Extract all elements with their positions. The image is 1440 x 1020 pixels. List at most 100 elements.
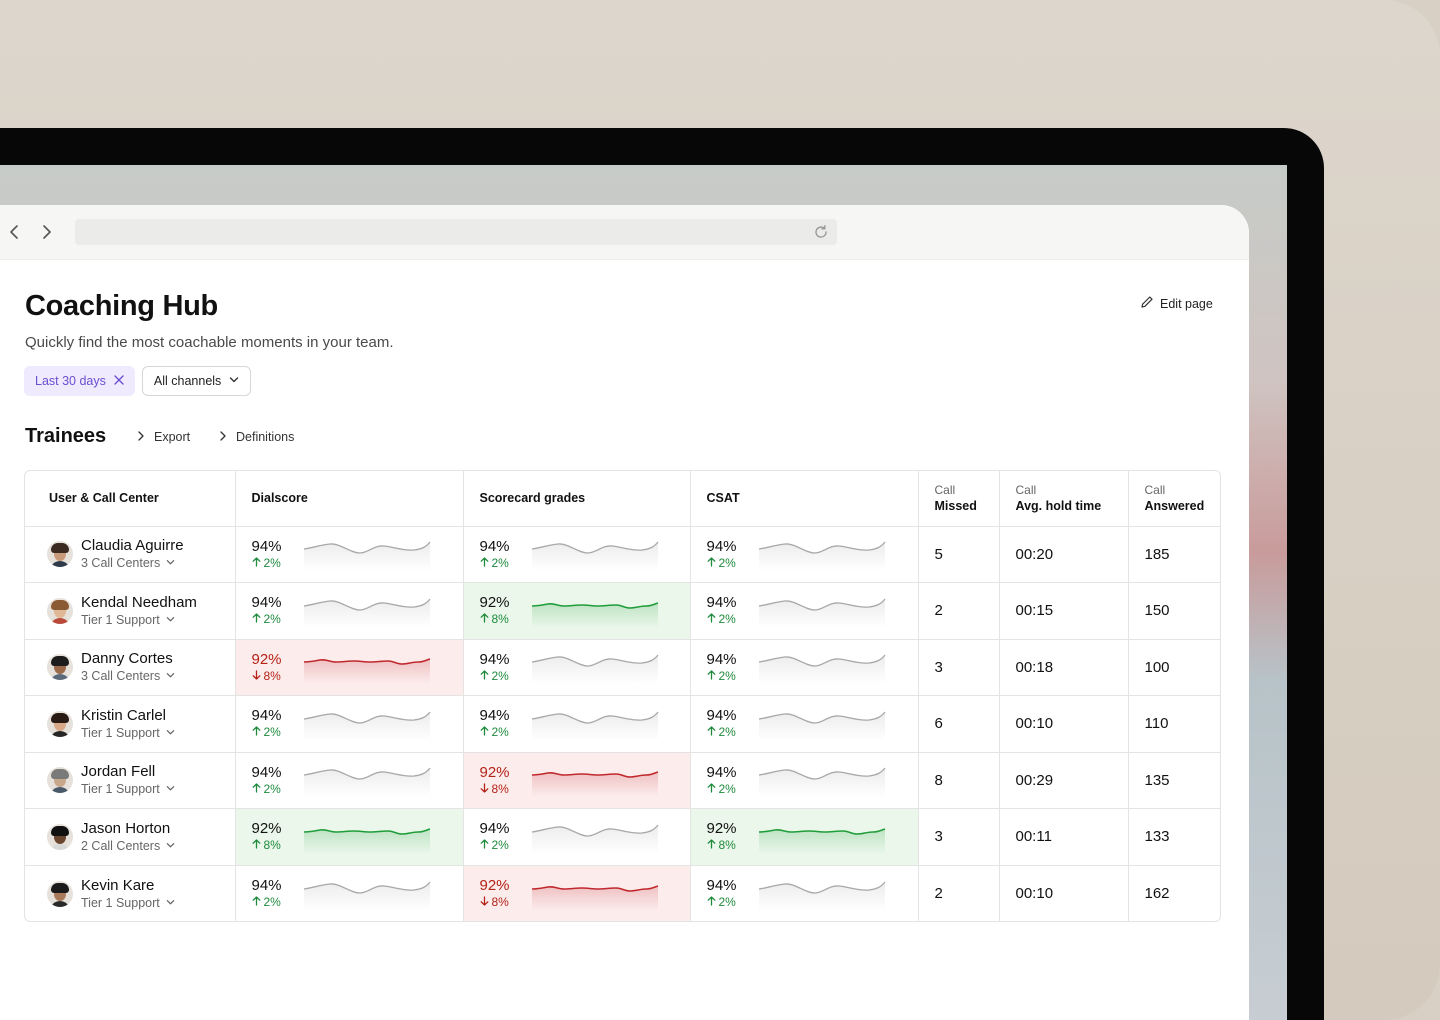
user-cell[interactable]: Jordan Fell Tier 1 Support (25, 752, 236, 809)
score-cell[interactable]: 92% 8% (463, 752, 691, 809)
user-name[interactable]: Danny Cortes (81, 650, 173, 668)
user-name[interactable]: Kendal Needham (81, 593, 197, 611)
chevron-right-icon[interactable] (38, 223, 56, 241)
score-cell[interactable]: 94% 2% (463, 808, 691, 866)
user-team-dropdown[interactable]: Tier 1 Support (81, 612, 197, 628)
column-header-scorecard[interactable]: Scorecard grades (463, 471, 691, 527)
user-cell[interactable]: Kendal Needham Tier 1 Support (25, 582, 236, 640)
arrow-up-icon (252, 782, 261, 797)
user-team-dropdown[interactable]: 2 Call Centers (81, 838, 175, 854)
missed-cell: 3 (918, 639, 1000, 696)
column-header-dialscore[interactable]: Dialscore (235, 471, 464, 527)
reload-icon[interactable] (813, 224, 829, 240)
csat-cell[interactable]: 94% 2% (690, 865, 919, 921)
user-team-dropdown[interactable]: Tier 1 Support (81, 781, 175, 797)
definitions-link[interactable]: Definitions (219, 430, 294, 444)
table-row[interactable]: Danny Cortes 3 Call Centers 92% 8% 94% 2% 94% 2… (25, 639, 1220, 696)
user-name[interactable]: Jason Horton (81, 819, 171, 837)
export-link[interactable]: Export (137, 430, 190, 444)
address-bar[interactable] (75, 219, 837, 245)
table-row[interactable]: Kristin Carlel Tier 1 Support 94% 2% 94% 2% 94… (25, 695, 1220, 753)
score-cell[interactable]: 94% 2% (463, 695, 691, 753)
table-row[interactable]: Claudia Aguirre 3 Call Centers 94% 2% 94% 2% 9… (25, 526, 1220, 583)
user-team-dropdown[interactable]: Tier 1 Support (81, 725, 175, 741)
metric-delta-value: 2% (718, 668, 736, 683)
user-name[interactable]: Jordan Fell (81, 763, 156, 781)
score-cell[interactable]: 92% 8% (463, 865, 691, 921)
sparkline (758, 598, 886, 628)
csat-cell[interactable]: 94% 2% (690, 695, 919, 753)
metric-value: 94% (251, 877, 282, 894)
dial-cell[interactable]: 92% 8% (235, 808, 464, 866)
user-cell[interactable]: Danny Cortes 3 Call Centers (25, 639, 236, 696)
sparkline-line (758, 541, 886, 554)
table-row[interactable]: Kevin Kare Tier 1 Support 94% 2% 92% 8% 94% 2% 2… (25, 865, 1220, 921)
table-row[interactable]: Kendal Needham Tier 1 Support 94% 2% 92% 8% 94… (25, 582, 1220, 640)
user-name[interactable]: Kevin Kare (81, 876, 155, 894)
metric-delta: 2% (707, 895, 757, 910)
metric-value: 94% (706, 877, 737, 894)
csat-cell[interactable]: 94% 2% (690, 582, 919, 640)
user-cell[interactable]: Jason Horton 2 Call Centers (25, 808, 236, 866)
column-header-missed[interactable]: Call Missed (918, 471, 1000, 527)
edit-page-button[interactable]: Edit page (1140, 295, 1213, 312)
user-name[interactable]: Kristin Carlel (81, 706, 167, 724)
metric: 94% 2% (707, 650, 902, 685)
arrow-up-icon (707, 612, 716, 627)
csat-cell[interactable]: 94% 2% (690, 526, 919, 583)
metric-delta: 2% (252, 612, 302, 627)
metric-text: 92% 8% (252, 651, 302, 684)
metric-delta-value: 2% (491, 668, 509, 683)
score-cell[interactable]: 92% 8% (463, 582, 691, 640)
sparkline (303, 541, 431, 572)
metric: 92% 8% (480, 877, 674, 911)
user-name[interactable]: Claudia Aguirre (81, 537, 184, 555)
sparkline (303, 827, 430, 854)
metric: 94% 2% (252, 537, 447, 572)
user-cell[interactable]: Kevin Kare Tier 1 Support (25, 865, 236, 921)
table-row[interactable]: Jordan Fell Tier 1 Support 94% 2% 92% 8% 94% 2%… (25, 752, 1220, 809)
table-row[interactable]: Jason Horton 2 Call Centers 92% 8% 94% 2% 92% 8… (25, 808, 1220, 866)
sparkline-line (758, 767, 886, 780)
avatar (47, 823, 73, 850)
sparkline (303, 658, 430, 685)
channel-filter-dropdown[interactable]: All channels (141, 366, 252, 396)
metric-delta-value: 2% (718, 725, 736, 740)
dial-cell[interactable]: 92% 8% (235, 639, 464, 696)
score-cell[interactable]: 94% 2% (463, 639, 691, 696)
metric-delta-value: 8% (718, 838, 736, 853)
sparkline-area (758, 881, 885, 911)
column-header-answered[interactable]: Call Answered (1128, 471, 1220, 527)
dial-cell[interactable]: 94% 2% (235, 695, 464, 753)
csat-cell[interactable]: 92% 8% (690, 808, 919, 866)
sparkline-line (531, 711, 659, 724)
metric: 94% 2% (707, 707, 902, 741)
column-header-csat[interactable]: CSAT (690, 471, 919, 527)
column-header-hold[interactable]: Call Avg. hold time (999, 471, 1129, 527)
user-cell[interactable]: Claudia Aguirre 3 Call Centers (25, 526, 236, 583)
close-icon[interactable] (114, 374, 124, 388)
csat-cell[interactable]: 94% 2% (690, 752, 919, 809)
metric-text: 92% 8% (252, 820, 302, 853)
date-filter-chip[interactable]: Last 30 days (24, 366, 135, 396)
user-cell[interactable]: Kristin Carlel Tier 1 Support (25, 695, 236, 753)
dial-cell[interactable]: 94% 2% (235, 582, 464, 640)
user-team-dropdown[interactable]: 3 Call Centers (81, 668, 175, 684)
csat-cell[interactable]: 94% 2% (690, 639, 919, 696)
dial-cell[interactable]: 94% 2% (235, 752, 464, 809)
metric-delta: 2% (252, 556, 302, 571)
column-header-hold-top: Call (1015, 483, 1037, 498)
user-team-dropdown[interactable]: Tier 1 Support (81, 895, 175, 911)
column-header-user[interactable]: User & Call Center (25, 471, 236, 527)
dial-cell[interactable]: 94% 2% (235, 526, 464, 583)
dial-cell[interactable]: 94% 2% (235, 865, 464, 921)
column-header-hold-bottom: Avg. hold time (1015, 499, 1102, 514)
arrow-down-icon (480, 782, 489, 797)
arrow-up-icon (707, 838, 716, 853)
score-cell[interactable]: 94% 2% (463, 526, 691, 583)
metric-text: 94% 2% (480, 707, 530, 740)
sparkline-line (303, 827, 430, 835)
user-team-dropdown[interactable]: 3 Call Centers (81, 555, 184, 571)
sparkline-area (531, 824, 658, 854)
chevron-left-icon[interactable] (6, 223, 24, 241)
